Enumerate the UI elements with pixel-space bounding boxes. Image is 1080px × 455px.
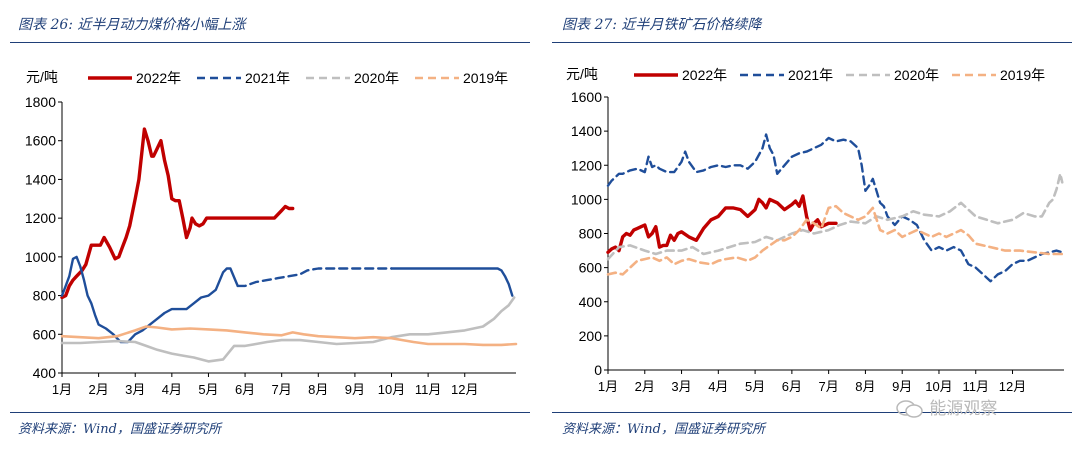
source-note-iron-ore: 资料来源：Wind，国盛证券研究所 — [562, 422, 765, 437]
source-note-coal: 资料来源：Wind，国盛证券研究所 — [18, 422, 221, 437]
x-tick-label: 9月 — [892, 379, 912, 394]
legend-label: 2019年 — [1000, 67, 1045, 83]
y-tick-label: 1600 — [571, 89, 602, 105]
x-tick-label: 12月 — [451, 382, 478, 397]
y-tick-label: 800 — [579, 226, 603, 242]
x-tick-label: 8月 — [855, 379, 875, 394]
y-tick-label: 1200 — [25, 210, 56, 226]
unit-label: 元/吨 — [26, 69, 58, 85]
x-tick-label: 9月 — [345, 382, 365, 397]
x-tick-label: 11月 — [962, 379, 989, 394]
x-tick-label: 7月 — [819, 379, 839, 394]
legend-label: 2022年 — [682, 67, 727, 83]
y-tick-label: 800 — [33, 288, 57, 304]
y-tick-label: 400 — [579, 294, 603, 310]
wechat-icon — [896, 400, 923, 418]
watermark-text: 能源观察 — [929, 399, 998, 419]
series-line — [606, 133, 1064, 283]
legend-label: 2021年 — [788, 67, 833, 83]
x-tick-label: 12月 — [999, 379, 1026, 394]
legend-label: 2020年 — [894, 67, 939, 83]
y-tick-label: 0 — [594, 362, 602, 378]
chart-title-iron-ore: 图表 27: 近半月铁矿石价格续降 — [562, 17, 762, 33]
title-divider — [552, 42, 1072, 43]
x-tick-label: 5月 — [198, 382, 218, 397]
series-line — [236, 267, 393, 288]
source-divider — [10, 412, 530, 413]
x-tick-label: 8月 — [308, 382, 328, 397]
x-tick-label: 5月 — [745, 379, 765, 394]
series-line — [60, 325, 518, 347]
y-tick-label: 1000 — [571, 191, 602, 207]
legend-label: 2022年 — [136, 70, 181, 86]
legend-label: 2019年 — [463, 70, 508, 86]
legend-label: 2020年 — [354, 70, 399, 86]
y-tick-label: 1000 — [25, 249, 56, 265]
x-tick-label: 3月 — [671, 379, 691, 394]
unit-label: 元/吨 — [566, 66, 598, 82]
x-tick-label: 3月 — [125, 382, 145, 397]
x-tick-label: 4月 — [162, 382, 182, 397]
chart-title-coal: 图表 26: 近半月动力煤价格小幅上涨 — [18, 17, 246, 33]
y-tick-label: 1800 — [25, 94, 56, 110]
y-tick-label: 1600 — [25, 133, 56, 149]
x-tick-label: 2月 — [88, 382, 108, 397]
x-tick-label: 6月 — [782, 379, 802, 394]
x-tick-label: 2月 — [635, 379, 655, 394]
x-tick-label: 7月 — [272, 382, 292, 397]
y-tick-label: 400 — [33, 365, 57, 381]
series-line — [60, 127, 295, 300]
x-tick-label: 1月 — [52, 382, 72, 397]
x-tick-label: 6月 — [235, 382, 255, 397]
x-tick-label: 1月 — [598, 379, 618, 394]
series-line — [606, 172, 1064, 261]
x-tick-label: 10月 — [925, 379, 952, 394]
x-tick-label: 11月 — [415, 382, 442, 397]
y-tick-label: 200 — [579, 328, 603, 344]
y-tick-label: 600 — [33, 326, 57, 342]
watermark: 能源观察 — [896, 394, 997, 419]
x-tick-label: 4月 — [708, 379, 728, 394]
series-line — [60, 296, 516, 363]
coal-price-chart: 400 600 800 1000 1200 1400 1600 1800 1月 2月 3月 4月 5月 6… — [25, 69, 518, 397]
series-line — [60, 255, 239, 344]
series-line — [390, 267, 514, 297]
y-tick-label: 1200 — [571, 157, 602, 173]
legend-label: 2021年 — [245, 70, 290, 86]
iron-ore-price-chart: 0 200 400 600 800 1000 1200 1400 1600 1月 2月 3月 4月 5月 6… — [566, 66, 1064, 394]
y-tick-label: 1400 — [25, 171, 56, 187]
title-divider — [10, 42, 530, 43]
y-tick-label: 600 — [579, 260, 603, 276]
y-tick-label: 1400 — [571, 123, 602, 139]
series-line — [606, 194, 838, 255]
x-tick-label: 10月 — [378, 382, 405, 397]
source-divider — [552, 412, 1072, 413]
